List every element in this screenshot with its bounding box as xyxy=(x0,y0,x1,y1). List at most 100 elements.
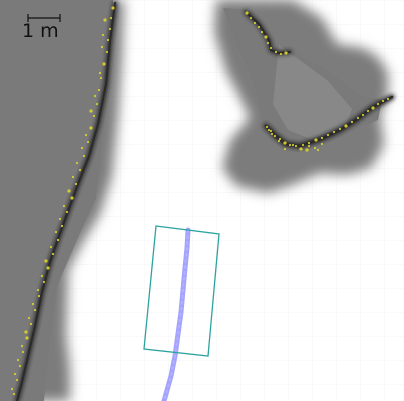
laser-point xyxy=(291,143,295,147)
laser-point xyxy=(288,143,292,147)
laser-point xyxy=(20,344,24,348)
laser-point xyxy=(40,274,44,278)
laser-point xyxy=(270,132,274,136)
laser-point xyxy=(29,322,33,326)
laser-point xyxy=(58,217,62,221)
laser-point xyxy=(31,302,35,306)
laser-point xyxy=(265,125,269,129)
laser-point xyxy=(106,38,110,42)
laser-point xyxy=(65,210,69,214)
laser-point xyxy=(386,97,390,101)
laser-point xyxy=(314,138,318,142)
scale-bar xyxy=(27,14,61,22)
laser-point xyxy=(366,109,370,113)
laser-point xyxy=(320,136,324,140)
laser-point xyxy=(266,41,270,45)
laser-point xyxy=(92,114,96,118)
laser-point xyxy=(305,148,309,152)
laser-point xyxy=(25,336,29,340)
laser-point xyxy=(70,196,74,200)
laser-point xyxy=(294,144,298,148)
laser-point xyxy=(78,168,82,172)
laser-point xyxy=(269,46,273,50)
laser-point xyxy=(18,364,22,368)
laser-point xyxy=(274,50,278,54)
laser-point xyxy=(103,18,107,22)
laser-point xyxy=(108,27,112,31)
laser-point xyxy=(338,127,342,131)
laser-point xyxy=(350,120,354,124)
laser-point xyxy=(44,259,48,263)
laser-point xyxy=(24,330,28,334)
laser-point xyxy=(253,21,257,25)
laser-point xyxy=(313,146,317,150)
laser-point xyxy=(10,387,14,391)
laser-point xyxy=(264,35,268,39)
laser-point xyxy=(49,245,53,249)
laser-point xyxy=(249,16,253,20)
laser-point xyxy=(12,392,16,396)
laser-point xyxy=(56,238,60,242)
laser-point-cloud xyxy=(10,6,390,396)
upper-right-occupancy-region xyxy=(214,0,388,193)
laser-point xyxy=(89,109,93,113)
laser-point xyxy=(376,102,380,106)
laser-point xyxy=(105,50,109,54)
laser-point xyxy=(100,45,104,49)
laser-point xyxy=(36,288,40,292)
laser-point xyxy=(361,113,365,117)
laser-point xyxy=(82,154,86,158)
laser-point xyxy=(67,189,71,193)
laser-point xyxy=(326,133,330,137)
laser-point xyxy=(316,148,320,152)
laser-point xyxy=(80,146,84,150)
laser-point xyxy=(284,51,288,55)
laser-point xyxy=(89,126,93,130)
laser-point xyxy=(279,52,283,56)
laser-point xyxy=(97,88,101,92)
laser-point xyxy=(245,11,249,15)
scale-label: 1 m xyxy=(22,20,59,42)
laser-point xyxy=(60,224,64,228)
robot-footprint[interactable] xyxy=(143,225,220,357)
laser-point xyxy=(74,182,78,186)
laser-point xyxy=(15,378,19,382)
laser-point xyxy=(301,143,305,147)
laser-point xyxy=(99,76,103,80)
laser-point xyxy=(307,141,311,145)
laser-point xyxy=(42,280,46,284)
laser-point xyxy=(84,133,88,137)
laser-point xyxy=(71,175,75,179)
laser-point xyxy=(273,134,277,138)
laser-point xyxy=(356,116,360,120)
laser-point xyxy=(13,372,17,376)
laser-point xyxy=(86,140,90,144)
laser-point xyxy=(46,266,50,270)
laser-point xyxy=(27,316,31,320)
laser-point xyxy=(283,147,287,151)
laser-point xyxy=(33,308,37,312)
laser-point xyxy=(101,33,105,37)
laser-point xyxy=(381,99,385,103)
laser-point xyxy=(37,294,41,298)
laser-point xyxy=(16,358,20,362)
laser-point xyxy=(93,94,97,98)
laser-point xyxy=(98,71,102,75)
laser-point xyxy=(307,144,311,148)
laser-point xyxy=(299,147,303,151)
laser-point xyxy=(283,141,287,145)
laser-point xyxy=(75,161,79,165)
laser-point xyxy=(320,142,324,146)
laser-point xyxy=(269,129,273,133)
laser-point xyxy=(109,16,113,20)
laser-point xyxy=(257,25,261,29)
laser-point xyxy=(54,230,58,234)
laser-point xyxy=(277,139,281,143)
laser-point xyxy=(332,130,336,134)
laser-point xyxy=(344,124,348,128)
laser-point xyxy=(278,137,282,141)
laser-point xyxy=(51,252,55,256)
robot-path xyxy=(161,227,191,401)
